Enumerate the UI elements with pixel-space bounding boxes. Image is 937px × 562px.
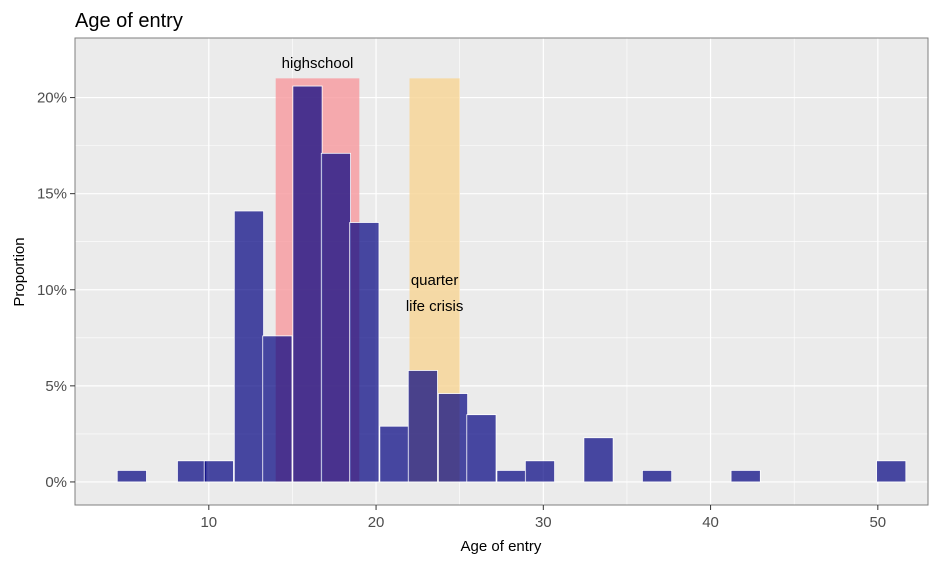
histogram-bar — [292, 85, 323, 483]
histogram-bar — [177, 460, 208, 483]
histogram-bar — [262, 335, 293, 483]
y-tick-label: 0% — [45, 474, 67, 491]
highschool-label: highschool — [282, 55, 354, 72]
chart-title: Age of entry — [75, 10, 183, 32]
panel-border — [74, 37, 929, 506]
histogram-bar — [730, 470, 761, 483]
histogram-bar — [407, 370, 438, 483]
y-tick-label: 5% — [45, 378, 67, 395]
histogram-bar — [320, 152, 351, 483]
x-tick-label: 10 — [200, 514, 217, 531]
histogram-bar — [437, 393, 469, 483]
histogram-bar — [496, 470, 527, 483]
histogram-bar — [203, 460, 234, 483]
x-axis-label: Age of entry — [461, 538, 542, 555]
histogram-bar — [876, 460, 907, 483]
histogram-bar — [642, 470, 673, 483]
histogram-bar — [116, 470, 147, 483]
y-tick-label: 20% — [37, 90, 67, 107]
histogram-bar — [233, 210, 264, 483]
panel-background — [75, 38, 928, 505]
histogram-bar — [466, 414, 497, 483]
y-tick-label: 10% — [37, 282, 67, 299]
histogram-bar — [349, 222, 380, 483]
histogram-bar — [524, 460, 556, 483]
x-tick-label: 20 — [368, 514, 385, 531]
x-tick-label: 40 — [702, 514, 719, 531]
x-tick-label: 30 — [535, 514, 552, 531]
histogram-bar — [379, 425, 410, 483]
plot-panel: highschool quarter life crisis — [74, 37, 929, 506]
histogram-bar — [583, 437, 614, 483]
y-axis-label: Proportion — [11, 237, 28, 306]
x-tick-label: 50 — [869, 514, 886, 531]
y-tick-label: 15% — [37, 186, 67, 203]
quarter-life-crisis-label-line1: quarter — [411, 272, 459, 289]
quarter-life-crisis-label-line2: life crisis — [406, 298, 464, 315]
